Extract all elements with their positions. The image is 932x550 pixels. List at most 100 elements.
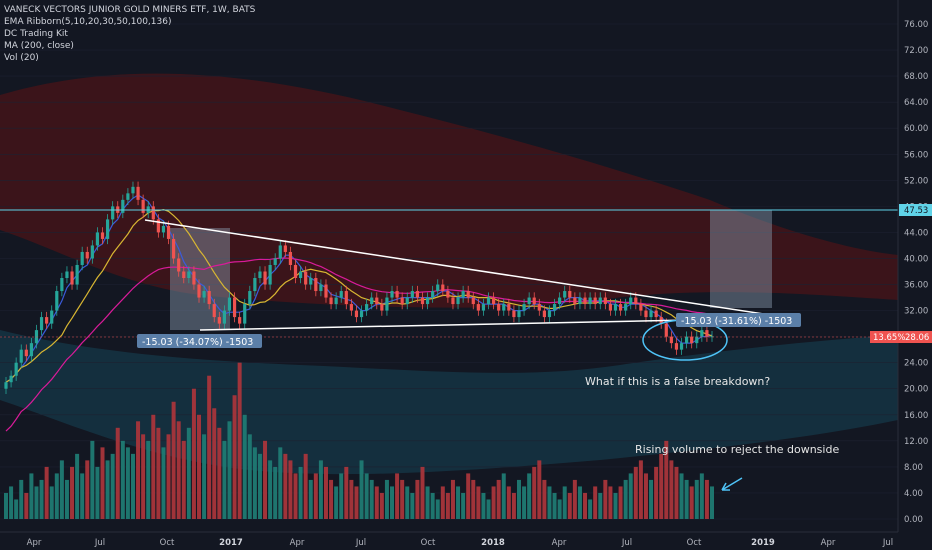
measure-label-right: -15.03 (-31.61%) -1503 (681, 316, 792, 327)
lower-band (0, 330, 898, 475)
volume-bar-101 (516, 479, 521, 519)
volume-bar-75 (384, 479, 389, 519)
price-tick-15: 16.00 (904, 411, 928, 421)
time-tick-0: Apr (27, 538, 42, 548)
candle-body-66 (339, 291, 343, 298)
volume-bar-89 (456, 486, 461, 519)
candle-body-16 (85, 251, 89, 259)
candle-body-86 (441, 284, 445, 292)
candle-body-2 (14, 362, 18, 376)
candle-body-125 (639, 304, 643, 311)
price-tick-9: 40.00 (904, 254, 928, 264)
candle-body-112 (573, 297, 577, 305)
candle-body-41 (212, 304, 216, 318)
candle-body-58 (298, 271, 303, 279)
volume-bar-88 (450, 479, 455, 519)
volume-bar-16 (85, 460, 90, 519)
candle-body-115 (588, 297, 592, 305)
volume-bar-56 (288, 460, 293, 519)
candle-body-123 (629, 297, 633, 305)
candle-body-5 (29, 343, 33, 357)
candle-body-83 (425, 297, 430, 305)
candle-body-0 (4, 382, 8, 389)
volume-bar-77 (395, 473, 400, 519)
candle-body-126 (644, 310, 648, 318)
candle-body-55 (283, 245, 287, 252)
volume-bar-63 (323, 466, 328, 519)
candle-body-21 (111, 206, 115, 220)
volume-bar-76 (390, 486, 395, 519)
volume-bar-64 (329, 479, 334, 519)
candle-body-54 (278, 245, 282, 259)
volume-bar-4 (24, 492, 29, 519)
volume-bar-38 (197, 414, 202, 519)
volume-bar-27 (141, 434, 146, 519)
candle-body-110 (563, 291, 567, 298)
candle-body-85 (436, 284, 440, 292)
candle-body-26 (136, 186, 140, 200)
candle-body-116 (593, 297, 597, 305)
candle-body-103 (527, 297, 531, 305)
volume-bar-18 (95, 466, 100, 519)
volume-bar-122 (623, 479, 628, 519)
time-tick-6: Oct (421, 538, 436, 548)
candle-body-7 (39, 317, 44, 331)
volume-bar-125 (638, 460, 643, 519)
volume-bar-72 (369, 479, 374, 519)
volume-bar-74 (379, 492, 384, 519)
volume-bar-9 (49, 486, 54, 519)
legend-indicator-ma: MA (200, close) (4, 41, 74, 51)
volume-bar-46 (237, 362, 242, 519)
volume-bar-90 (461, 492, 466, 519)
volume-annotation: Rising volume to reject the downside (635, 443, 839, 456)
candle-body-27 (141, 199, 145, 213)
candle-body-93 (476, 304, 480, 311)
volume-bar-81 (415, 479, 420, 519)
candle-body-120 (613, 304, 618, 311)
volume-bar-78 (400, 479, 405, 519)
volume-bar-35 (181, 440, 186, 519)
volume-bar-34 (176, 421, 181, 519)
candle-body-30 (156, 219, 160, 233)
volume-bar-31 (161, 447, 166, 519)
candle-body-100 (512, 310, 516, 318)
candle-body-114 (583, 297, 587, 305)
volume-bar-37 (191, 388, 196, 519)
candle-body-44 (227, 297, 232, 311)
volume-bar-0 (4, 492, 8, 519)
candle-body-70 (359, 310, 364, 318)
resistance-badge: 47.53 (904, 206, 928, 216)
price-tick-0: 76.00 (904, 20, 928, 30)
volume-bar-60 (308, 479, 313, 519)
last-price-badge-bg (870, 331, 932, 343)
last-price-value: 28.06 (905, 333, 929, 343)
candle-body-69 (354, 310, 359, 318)
candle-body-99 (507, 304, 511, 311)
volume-bar-138 (704, 479, 709, 519)
price-tick-8: 44.00 (904, 228, 928, 238)
volume-bar-94 (481, 492, 486, 519)
candle-body-122 (624, 304, 628, 311)
volume-bar-20 (105, 460, 110, 519)
volume-bar-116 (593, 486, 598, 519)
candle-body-89 (456, 297, 460, 305)
volume-bar-103 (527, 473, 532, 519)
candle-body-92 (471, 297, 475, 305)
triangle-upper-line[interactable] (144, 219, 791, 319)
time-tick-4: Apr (290, 538, 305, 548)
candle-body-121 (618, 304, 623, 311)
volume-bar-61 (313, 473, 318, 519)
candle-body-45 (232, 297, 237, 318)
volume-bar-11 (59, 460, 64, 519)
candle-body-78 (400, 297, 404, 305)
volume-bar-118 (603, 479, 608, 519)
candle-body-15 (80, 251, 84, 265)
candle-body-130 (664, 323, 668, 337)
time-axis[interactable]: Apr Jul Oct 2017 Apr Jul Oct 2018 Apr Jul Oct 2019 A… (27, 538, 893, 548)
volume-bar-83 (425, 486, 430, 519)
volume-bar-113 (577, 486, 582, 519)
volume-bar-129 (659, 453, 664, 519)
candle-body-75 (385, 297, 389, 311)
time-tick-3: 2017 (219, 538, 243, 548)
